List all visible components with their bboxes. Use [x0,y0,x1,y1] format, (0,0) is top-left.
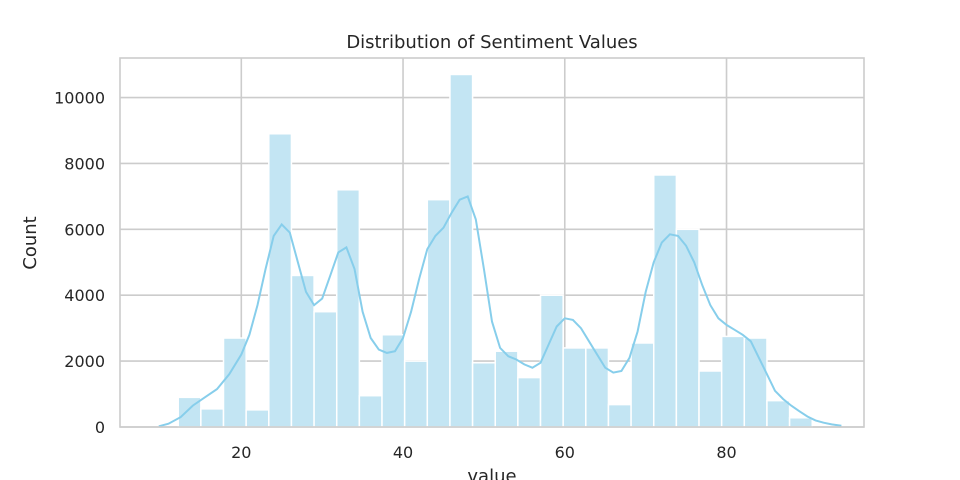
histogram-bar [585,347,610,428]
y-tick-label: 8000 [64,154,105,173]
histogram-bar [720,335,746,428]
plot-frame [119,57,865,428]
histogram-bar [788,417,813,428]
histogram-bar [517,376,542,428]
histogram-bar [698,370,723,428]
histogram-bar [652,174,678,428]
x-tick-label: 40 [393,443,413,462]
histogram-bar [381,334,406,428]
histogram-bar [335,189,361,428]
x-axis-ticks: 20 40 60 80 [231,443,737,462]
y-tick-label: 4000 [64,286,105,305]
x-tick-label: 20 [231,443,251,462]
histogram-bar [539,294,564,428]
histogram-bar [449,73,474,428]
y-tick-label: 0 [95,418,105,437]
x-tick-label: 60 [555,443,575,462]
histogram-bars [177,73,813,428]
histogram-bar [607,403,632,428]
histogram-bar [766,399,791,428]
histogram-bar [471,362,496,428]
kde-curve [158,195,842,428]
histogram-bar [675,228,700,428]
histogram-bar [245,409,270,428]
histogram-bar [358,394,383,428]
histogram-bar [200,408,225,428]
chart-title: Distribution of Sentiment Values [346,32,637,53]
histogram-bar [313,310,338,428]
y-axis-ticks: 0 2000 4000 6000 8000 10000 [54,89,105,437]
histogram-bar [494,350,519,428]
histogram-bar [562,347,587,428]
histogram-bar [630,342,655,428]
x-tick-label: 80 [716,443,736,462]
y-tick-label: 2000 [64,352,105,371]
y-axis-label: Count [20,216,41,269]
y-tick-label: 6000 [64,220,105,239]
x-axis-label: value [467,466,516,480]
histogram-bar [268,133,293,428]
histogram-bar [403,360,429,428]
y-tick-label: 10000 [54,89,105,108]
